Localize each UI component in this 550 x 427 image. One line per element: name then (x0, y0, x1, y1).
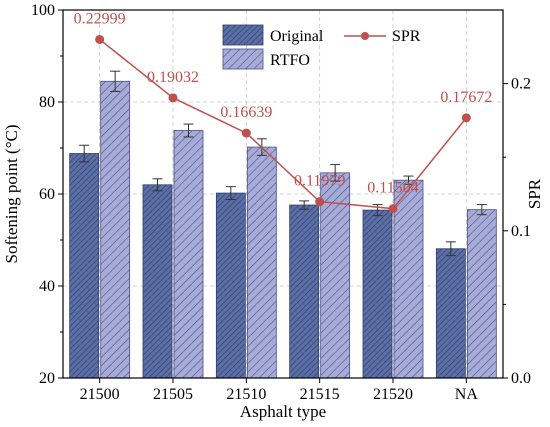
bar-rtfo (100, 80, 131, 379)
spr-data-label: 0.17672 (440, 89, 492, 106)
x-tick-label: 21520 (373, 386, 413, 403)
bar-original (69, 153, 100, 379)
legend: Original RTFO SPR (222, 24, 421, 70)
spr-data-label: 0.11504 (367, 180, 418, 197)
bar-original (435, 248, 466, 379)
x-axis-title: Asphalt type (240, 402, 326, 421)
spr-point (461, 113, 471, 123)
bar-rtfo (466, 209, 497, 379)
legend-label-original: Original (270, 28, 324, 45)
spr-line (99, 38, 467, 210)
spr-data-label: 0.11979 (294, 173, 345, 190)
bar-rtfo (246, 146, 277, 379)
y2-tick-label: 0.0 (511, 370, 531, 387)
x-tick-label: NA (455, 386, 479, 403)
spr-data-label: 0.16639 (220, 104, 272, 121)
x-tick-label: 21505 (153, 386, 193, 403)
bar-rtfo (320, 172, 351, 379)
spr-point (388, 204, 398, 214)
bars-group (69, 70, 497, 379)
bar-rtfo (393, 179, 424, 379)
bar-original (289, 204, 320, 379)
bar-original (142, 184, 173, 379)
axes-group: 20 40 60 80 100 21500 21505 21510 21515 21520 NA 0.… (31, 2, 531, 403)
legend-label-rtfo: RTFO (270, 52, 310, 69)
y-tick-label: 60 (39, 186, 55, 203)
y-axis-title: Softening point (°C) (2, 124, 21, 263)
y-tick-label: 40 (39, 278, 55, 295)
y2-axis-title: SPR (525, 178, 544, 209)
bar-rtfo (173, 130, 204, 379)
spr-point (315, 197, 325, 207)
x-tick-label: 21515 (300, 386, 340, 403)
legend-label-spr: SPR (392, 28, 421, 45)
bar-original (362, 209, 393, 379)
spr-data-label: 0.22999 (74, 10, 126, 27)
y-tick-label: 100 (31, 2, 55, 19)
y-tick-label: 20 (39, 370, 55, 387)
y2-tick-label: 0.1 (511, 223, 531, 240)
y2-tick-label: 0.2 (511, 76, 531, 93)
grid-lines (63, 10, 503, 378)
spr-line-group: 0.22999 0.19032 0.16639 0.11979 0.11504 0.176… (74, 10, 492, 214)
legend-marker-spr (361, 32, 369, 40)
bar-original (215, 192, 246, 379)
x-tick-label: 21510 (226, 386, 266, 403)
legend-swatch-rtfo (222, 48, 264, 70)
spr-point (95, 34, 105, 44)
spr-point (168, 93, 178, 103)
legend-swatch-original (222, 24, 264, 46)
y-tick-label: 80 (39, 94, 55, 111)
x-tick-label: 21500 (80, 386, 120, 403)
spr-data-label: 0.19032 (147, 69, 199, 86)
spr-point (241, 128, 251, 138)
